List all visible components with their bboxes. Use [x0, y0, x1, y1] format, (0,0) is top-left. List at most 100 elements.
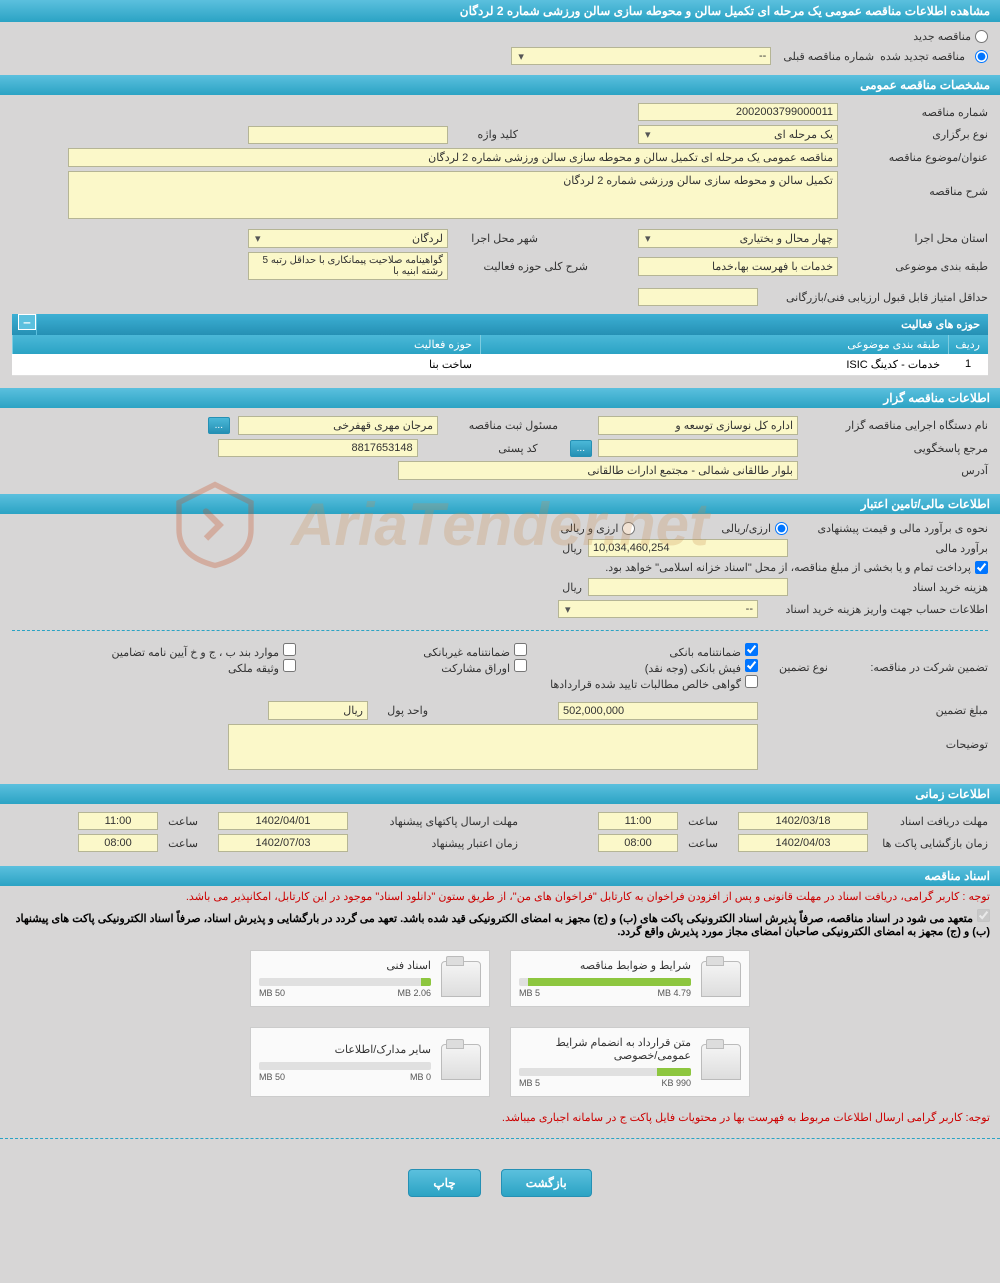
- file-progress: [519, 978, 691, 986]
- receive-deadline-label: مهلت دریافت اسناد: [868, 815, 988, 828]
- currency-unit-label: واحد پول: [368, 704, 428, 717]
- postal-field: 8817653148: [218, 439, 418, 457]
- receive-deadline-date: 1402/03/18: [738, 812, 868, 830]
- min-score-field[interactable]: [638, 288, 758, 306]
- chk-bonds-label: اوراق مشارکت: [435, 663, 510, 675]
- file-card[interactable]: اسناد فنی2.06 MB50 MB: [250, 950, 490, 1007]
- rial-label-1: ریال: [556, 542, 582, 555]
- chk-bank-receipt-label: فیش بانکی (وجه نقد): [639, 663, 741, 675]
- send-deadline-time: 11:00: [78, 812, 158, 830]
- province-label: استان محل اجرا: [838, 232, 988, 245]
- table-row: 1خدمات - کدینگ ISICساخت بنا: [12, 354, 988, 376]
- responder-label: مرجع پاسخگویی: [798, 442, 988, 455]
- docs-note-1: توجه : کاربر گرامی، دریافت اسناد در مهلت…: [0, 886, 1000, 907]
- file-progress: [519, 1068, 691, 1076]
- rial-label-2: ریال: [556, 581, 582, 594]
- time-label-1: ساعت: [678, 815, 718, 828]
- divider-2: [0, 1138, 1000, 1139]
- file-card[interactable]: متن قرارداد به انضمام شرایط عمومی/خصوصی 9…: [510, 1027, 750, 1097]
- radio-new-tender[interactable]: [975, 30, 988, 43]
- minimize-icon[interactable]: ‒: [18, 314, 36, 330]
- file-card[interactable]: شرایط و ضوابط مناقصه4.79 MB5 MB: [510, 950, 750, 1007]
- divider: [12, 630, 988, 631]
- chk-net[interactable]: [745, 675, 758, 688]
- col-activity: حوزه فعالیت: [12, 335, 480, 354]
- col-row: ردیف: [948, 335, 988, 354]
- doc-cost-field[interactable]: [588, 578, 788, 596]
- radio-currency-1[interactable]: [775, 522, 788, 535]
- type-label: نوع برگزاری: [838, 128, 988, 141]
- file-info: متن قرارداد به انضمام شرایط عمومی/خصوصی 9…: [519, 1036, 691, 1088]
- guarantee-amount-field: 502,000,000: [558, 702, 758, 720]
- back-button[interactable]: بازگشت: [501, 1169, 592, 1197]
- tender-no-field: 2002003799000011: [638, 103, 838, 121]
- file-total: 50 MB: [259, 988, 285, 998]
- send-deadline-date: 1402/04/01: [218, 812, 348, 830]
- radio-currency-2[interactable]: [622, 522, 635, 535]
- file-title: شرایط و ضوابط مناقصه: [519, 959, 691, 972]
- keyword-field[interactable]: [248, 126, 448, 144]
- file-info: شرایط و ضوابط مناقصه4.79 MB5 MB: [519, 959, 691, 998]
- file-title: متن قرارداد به انضمام شرایط عمومی/خصوصی: [519, 1036, 691, 1062]
- opening-date: 1402/04/03: [738, 834, 868, 852]
- file-progress: [259, 978, 431, 986]
- section-docs-title: اسناد مناقصه: [0, 866, 1000, 886]
- file-total: 50 MB: [259, 1072, 285, 1082]
- file-info: اسناد فنی2.06 MB50 MB: [259, 959, 431, 998]
- chk-payment-note[interactable]: [975, 561, 988, 574]
- file-total: 5 MB: [519, 988, 540, 998]
- file-title: اسناد فنی: [259, 959, 431, 972]
- file-title: سایر مدارک/اطلاعات: [259, 1043, 431, 1056]
- print-button[interactable]: چاپ: [408, 1169, 480, 1197]
- section-tenderer-title: اطلاعات مناقصه گزار: [0, 388, 1000, 408]
- category-field: خدمات با فهرست بها،خدما: [638, 257, 838, 276]
- validity-time: 08:00: [78, 834, 158, 852]
- chk-items[interactable]: [283, 643, 296, 656]
- guarantee-notes-label: توضیحات: [758, 724, 988, 751]
- subject-label: عنوان/موضوع مناقصه: [838, 151, 988, 164]
- currency-opt2: ارزی و ریالی: [554, 522, 618, 535]
- time-label-2: ساعت: [158, 815, 198, 828]
- currency-opt1: ارزی/ریالی: [715, 522, 771, 535]
- chk-items-label: موارد بند ب ، ج و خ آیین نامه تضامین: [106, 647, 279, 659]
- page-title: مشاهده اطلاعات مناقصه عمومی یک مرحله ای …: [0, 0, 1000, 22]
- chk-property[interactable]: [283, 659, 296, 672]
- activity-desc-label: شرح کلی حوزه فعالیت: [448, 260, 588, 273]
- opening-label: زمان بازگشایی پاکت ها: [868, 837, 988, 850]
- chk-commitment: [977, 909, 990, 922]
- validity-date: 1402/07/03: [218, 834, 348, 852]
- desc-label: شرح مناقصه: [838, 171, 988, 198]
- guarantee-notes-field[interactable]: [228, 724, 758, 770]
- file-used: 990 KB: [661, 1078, 691, 1088]
- section-time-title: اطلاعات زمانی: [0, 784, 1000, 804]
- activity-desc-field: گواهینامه صلاحیت پیمانکاری با حداقل رتبه…: [248, 252, 448, 280]
- account-select[interactable]: --: [558, 600, 758, 618]
- chk-bank-receipt[interactable]: [745, 659, 758, 672]
- docs-note-2: متعهد می شود در اسناد مناقصه، صرفاً پذیر…: [16, 913, 990, 938]
- time-label-4: ساعت: [158, 837, 198, 850]
- keyword-label: کلید واژه: [448, 128, 518, 141]
- file-info: سایر مدارک/اطلاعات0 MB50 MB: [259, 1043, 431, 1082]
- estimate-label: برآورد مالی: [788, 542, 988, 555]
- type-select[interactable]: یک مرحله ای: [638, 125, 838, 144]
- radio-renewed-tender[interactable]: [975, 50, 988, 63]
- time-label-3: ساعت: [678, 837, 718, 850]
- chk-nonbank[interactable]: [514, 643, 527, 656]
- file-card[interactable]: سایر مدارک/اطلاعات0 MB50 MB: [250, 1027, 490, 1097]
- city-label: شهر محل اجرا: [448, 232, 538, 245]
- tender-no-label: شماره مناقصه: [838, 106, 988, 119]
- prev-tender-select[interactable]: --: [511, 47, 771, 65]
- desc-field: تکمیل سالن و محوطه سازی سالن ورزشی شماره…: [68, 171, 838, 219]
- chk-bonds[interactable]: [514, 659, 527, 672]
- city-select[interactable]: لردگان: [248, 229, 448, 248]
- chk-net-label: گواهی خالص مطالبات تایید شده قراردادها: [544, 679, 741, 691]
- payment-note: پرداخت تمام و یا بخشی از مبلغ مناقصه، از…: [599, 561, 971, 574]
- prev-tender-label: شماره مناقصه قبلی: [777, 50, 874, 63]
- more-button[interactable]: ...: [208, 417, 230, 434]
- activities-table: حوزه های فعالیت ‒ ردیف طبقه بندی موضوعی …: [12, 314, 988, 376]
- chk-bank[interactable]: [745, 643, 758, 656]
- file-total: 5 MB: [519, 1078, 540, 1088]
- province-select[interactable]: چهار محال و بختیاری: [638, 229, 838, 248]
- responder-more-button[interactable]: ...: [570, 440, 592, 457]
- folder-icon: [441, 1044, 481, 1080]
